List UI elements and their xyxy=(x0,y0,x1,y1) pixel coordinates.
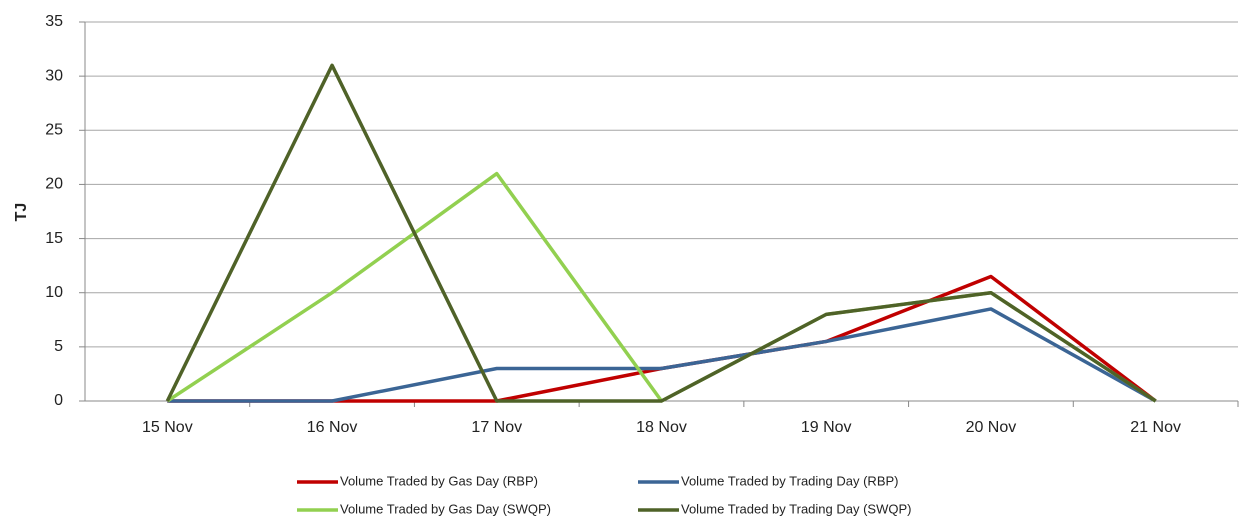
y-tick-label: 30 xyxy=(45,67,63,84)
x-tick-label: 19 Nov xyxy=(801,419,852,436)
y-tick-label: 10 xyxy=(45,284,63,301)
y-tick-label: 35 xyxy=(45,13,63,30)
x-tick-label: 15 Nov xyxy=(142,419,193,436)
y-tick-label: 15 xyxy=(45,230,63,247)
series-line xyxy=(167,307,1157,403)
series-line xyxy=(165,63,1157,403)
y-tick-label: 5 xyxy=(54,338,63,355)
legend-label: Volume Traded by Gas Day (SWQP) xyxy=(340,501,551,516)
y-axis-label: TJ xyxy=(13,203,30,222)
series-line xyxy=(167,274,1157,403)
x-tick-label: 16 Nov xyxy=(307,419,358,436)
y-tick-label: 25 xyxy=(45,122,63,139)
legend-label: Volume Traded by Trading Day (SWQP) xyxy=(681,501,911,516)
legend-label: Volume Traded by Gas Day (RBP) xyxy=(340,473,538,488)
x-tick-label: 18 Nov xyxy=(636,419,687,436)
y-tick-label: 0 xyxy=(54,392,63,409)
y-tick-label: 20 xyxy=(45,176,63,193)
legend-label: Volume Traded by Trading Day (RBP) xyxy=(681,473,899,488)
x-tick-label: 20 Nov xyxy=(966,419,1017,436)
x-tick-label: 17 Nov xyxy=(471,419,522,436)
x-tick-label: 21 Nov xyxy=(1130,419,1181,436)
